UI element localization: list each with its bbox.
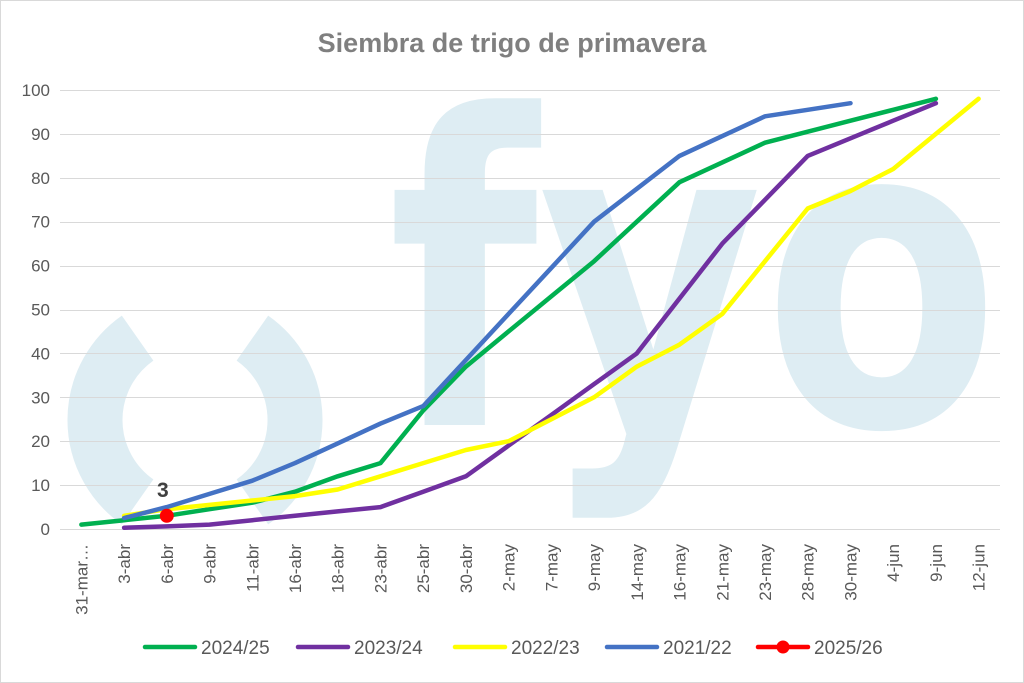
y-tick-label-10: 10: [31, 476, 50, 495]
x-tick-label-15: 21-may: [713, 544, 732, 601]
watermark-arc-right: [235, 315, 323, 525]
y-tick-label-40: 40: [31, 344, 50, 363]
series-line-2022-23: [121, 96, 981, 519]
x-tick-label-13: 14-may: [628, 544, 647, 601]
y-tick-label-30: 30: [31, 388, 50, 407]
legend-item-2024-25: 2024/25: [142, 638, 270, 659]
x-tick-label-6: 18-abr: [329, 544, 348, 593]
x-tick-label-17: 28-may: [799, 544, 818, 601]
x-tick-label-3: 9-abr: [201, 544, 220, 584]
legend-item-2022-23: 2022/23: [452, 638, 580, 659]
x-tick-label-12: 9-may: [585, 544, 604, 592]
series-line-2021-22: [121, 100, 853, 521]
legend-marker-2025-26: [776, 640, 790, 654]
legend-item-2025-26: 2025/26: [755, 638, 883, 659]
y-tick-label-20: 20: [31, 432, 50, 451]
legend-label-2022-23: 2022/23: [511, 638, 580, 659]
legend-label-2025-26: 2025/26: [814, 638, 883, 659]
x-tick-label-11: 7-may: [542, 544, 561, 592]
y-tick-label-90: 90: [31, 125, 50, 144]
x-tick-label-0: 31-mar…: [72, 544, 91, 615]
x-tick-label-5: 16-abr: [286, 544, 305, 593]
legend-label-2023-24: 2023/24: [354, 638, 423, 659]
x-tick-label-4: 11-abr: [243, 544, 262, 592]
x-tick-label-10: 2-may: [500, 544, 519, 592]
x-tick-label-16: 23-may: [756, 544, 775, 601]
series-line-2024-25: [79, 96, 939, 527]
legend: 2024/25 2023/24 2022/23 2021/22 2025/26: [142, 638, 883, 659]
chart-title: Siembra de trigo de primavera: [318, 28, 708, 58]
y-tick-label-70: 70: [31, 213, 50, 232]
y-tick-label-0: 0: [41, 520, 50, 539]
x-tick-label-8: 25-abr: [414, 544, 433, 593]
y-tick-label-60: 60: [31, 257, 50, 276]
x-tick-label-14: 16-may: [671, 544, 690, 601]
series-lines: [79, 96, 981, 530]
legend-item-2023-24: 2023/24: [295, 638, 423, 659]
data-point-2025-26: [159, 508, 174, 523]
x-tick-label-2: 6-abr: [158, 544, 177, 584]
x-tick-label-7: 23-abr: [372, 544, 391, 593]
x-tick-label-19: 4-jun: [884, 544, 903, 582]
watermark-arc-left: [67, 315, 155, 525]
x-tick-label-18: 30-may: [842, 544, 861, 601]
legend-label-2021-22: 2021/22: [663, 638, 732, 659]
x-tick-label-1: 3-abr: [115, 544, 134, 584]
x-tick-label-20: 9-jun: [927, 544, 946, 582]
legend-item-2021-22: 2021/22: [604, 638, 732, 659]
y-tick-label-80: 80: [31, 169, 50, 188]
gridlines: [60, 90, 1000, 530]
x-tick-label-21: 12-jun: [970, 544, 989, 591]
x-axis-labels: 31-mar… 3-abr 6-abr 9-abr 11-abr 16-abr 18-abr…: [72, 544, 988, 615]
data-label-2025-26: 3: [157, 479, 169, 502]
y-axis-labels: 0 10 20 30 40 50 60 70 80 90 100: [22, 81, 50, 539]
y-tick-label-100: 100: [22, 81, 50, 100]
y-tick-label-50: 50: [31, 301, 50, 320]
data-labels: 3: [157, 479, 169, 502]
legend-label-2024-25: 2024/25: [201, 638, 270, 659]
x-tick-label-9: 30-abr: [457, 544, 476, 593]
